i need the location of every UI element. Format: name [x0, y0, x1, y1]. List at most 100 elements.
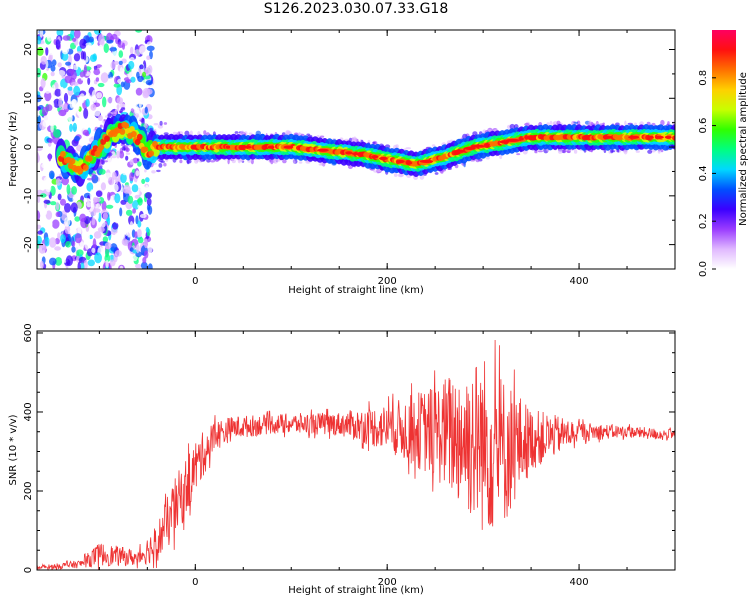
- heatmap-cell: [118, 60, 123, 65]
- heatmap-cell: [94, 252, 102, 264]
- heatmap-cell: [87, 77, 91, 86]
- heatmap-cell: [120, 249, 127, 258]
- heatmap-peak: [379, 156, 388, 161]
- heatmap-cell: [42, 106, 48, 116]
- heatmap-cell: [103, 43, 110, 54]
- heatmap-cell: [93, 208, 101, 213]
- heatmap-cell: [56, 30, 64, 37]
- heatmap-cell: [137, 197, 143, 206]
- spectrogram-x-axis-label: Height of straight line (km): [288, 285, 424, 296]
- heatmap-cell: [121, 234, 126, 239]
- heatmap-cell: [344, 138, 349, 142]
- heatmap-cell: [109, 47, 117, 52]
- heatmap-cell: [51, 59, 57, 66]
- heatmap-cell: [89, 95, 94, 101]
- figure-title: S126.2023.030.07.33.G18: [263, 1, 449, 17]
- heatmap-peak: [655, 135, 664, 139]
- heatmap-cell: [588, 120, 592, 126]
- spectrogram-heatmap: [37, 30, 675, 269]
- heatmap-cell: [37, 106, 41, 111]
- heatmap-cell: [50, 65, 56, 72]
- heatmap-cell: [84, 231, 91, 243]
- heatmap-cell: [71, 186, 77, 195]
- x-tick-label: 0: [192, 276, 198, 287]
- heatmap-cell: [74, 233, 82, 244]
- heatmap-cell: [142, 71, 146, 78]
- heatmap-cell: [635, 150, 640, 153]
- heatmap-cell: [73, 64, 79, 71]
- heatmap-cell: [104, 254, 111, 263]
- heatmap-cell: [524, 122, 530, 126]
- heatmap-cell: [136, 244, 140, 254]
- colorbar-tick-label: 0.4: [698, 165, 709, 181]
- heatmap-cell: [293, 160, 296, 164]
- heatmap-cell: [145, 80, 153, 86]
- heatmap-cell: [120, 173, 127, 184]
- heatmap-cell: [516, 153, 521, 156]
- heatmap-cell: [64, 224, 71, 234]
- heatmap-cell: [107, 191, 111, 201]
- heatmap-cell: [82, 129, 89, 136]
- snr-x-axis-label: Height of straight line (km): [288, 585, 424, 596]
- heatmap-cell: [37, 224, 42, 230]
- heatmap-cell: [234, 131, 239, 135]
- colorbar-label: Normalized spectral amplitude: [738, 72, 749, 226]
- heatmap-cell: [40, 193, 47, 198]
- heatmap-cell: [39, 30, 44, 38]
- heatmap-cell: [89, 54, 97, 62]
- heatmap-peak: [238, 145, 252, 149]
- heatmap-cell: [43, 199, 51, 204]
- heatmap-cell: [44, 87, 51, 94]
- heatmap-cell: [125, 79, 132, 84]
- heatmap-cell: [120, 81, 125, 88]
- heatmap-cell: [148, 150, 155, 157]
- heatmap-cell: [66, 184, 71, 195]
- heatmap-cell: [74, 135, 80, 142]
- heatmap-cell: [83, 197, 91, 203]
- heatmap-cell: [37, 46, 44, 56]
- heatmap-cell: [121, 58, 127, 64]
- heatmap-cell: [83, 64, 87, 75]
- heatmap-peak: [602, 135, 613, 139]
- heatmap-cell: [163, 132, 169, 136]
- heatmap-cell: [42, 120, 50, 128]
- heatmap-cell: [54, 257, 63, 266]
- heatmap-cell: [509, 123, 515, 130]
- heatmap-cell: [667, 121, 670, 126]
- heatmap-cell: [93, 231, 102, 239]
- heatmap-cell: [90, 104, 97, 111]
- heatmap-cell: [54, 88, 62, 97]
- heatmap-cell: [37, 195, 41, 203]
- snr-series-line: [36, 339, 676, 571]
- heatmap-cell: [37, 110, 40, 117]
- heatmap-cell: [50, 201, 57, 206]
- heatmap-cell: [100, 220, 106, 228]
- heatmap-cell: [128, 60, 135, 70]
- heatmap-cell: [126, 259, 131, 265]
- heatmap-cell: [87, 177, 93, 181]
- heatmap-cell: [119, 207, 123, 217]
- heatmap-cell: [125, 152, 131, 155]
- heatmap-cell: [69, 211, 75, 219]
- heatmap-cell: [45, 47, 49, 56]
- heatmap-cell: [37, 235, 42, 246]
- heatmap-cell: [60, 198, 66, 206]
- heatmap-cell: [140, 222, 146, 230]
- x-tick-label: 400: [570, 276, 589, 287]
- heatmap-peak: [225, 145, 231, 149]
- heatmap-cell: [130, 108, 135, 114]
- heatmap-cell: [159, 120, 163, 126]
- heatmap-cell: [272, 158, 279, 164]
- heatmap-cell: [93, 30, 102, 35]
- heatmap-cell: [113, 83, 121, 88]
- heatmap-cell: [37, 230, 43, 235]
- heatmap-cell: [142, 257, 147, 264]
- heatmap-cell: [647, 149, 653, 154]
- heatmap-cell: [131, 100, 138, 107]
- heatmap-cell: [116, 150, 121, 159]
- heatmap-cell: [97, 82, 105, 88]
- heatmap-cell: [122, 170, 128, 176]
- heatmap-peak: [345, 151, 353, 155]
- heatmap-cell: [111, 98, 115, 109]
- heatmap-cell: [136, 133, 143, 141]
